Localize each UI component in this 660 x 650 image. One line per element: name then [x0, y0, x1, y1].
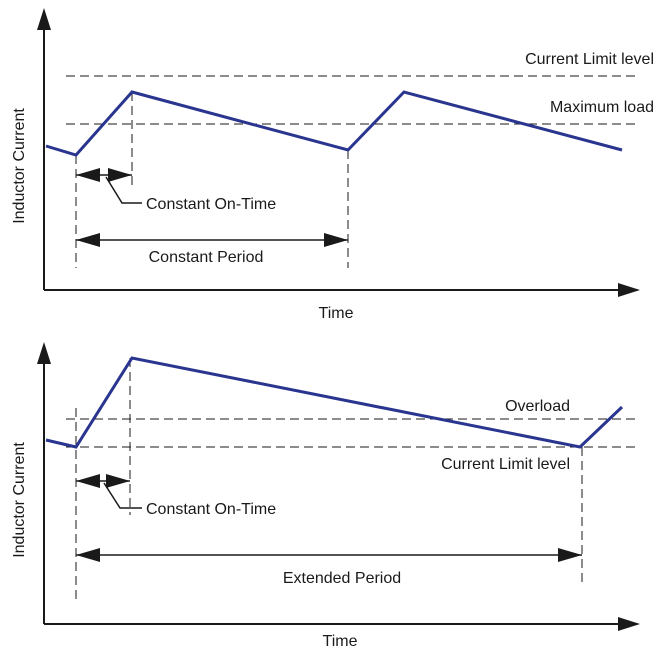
top-on-time-arrow-right	[108, 168, 132, 182]
bottom-on-time-arrow-left	[76, 474, 100, 488]
bottom-x-axis-arrow	[618, 617, 640, 631]
bottom-overload-label: Overload	[505, 398, 570, 415]
top-maximum-load-label: Maximum load	[550, 99, 654, 116]
top-period-arrow-left	[76, 233, 100, 247]
bottom-inductor-waveform	[45, 356, 624, 449]
bottom-on-time-label: Constant On-Time	[146, 501, 276, 518]
bottom-period-arrow-left	[76, 548, 100, 562]
bottom-panel: Constant On-Time Extended Period Overloa…	[11, 342, 640, 650]
top-on-time-arrow-left	[76, 168, 100, 182]
bottom-on-time-leader	[103, 482, 142, 509]
bottom-current-limit-label: Current Limit level	[441, 456, 570, 473]
top-on-time-leader	[105, 176, 142, 204]
top-y-axis-arrow	[37, 8, 51, 30]
top-period-label: Constant Period	[149, 249, 264, 266]
bottom-period-label: Extended Period	[283, 570, 401, 587]
top-x-axis-arrow	[618, 283, 640, 297]
top-on-time-label: Constant On-Time	[146, 196, 276, 213]
top-x-axis-label: Time	[319, 305, 354, 322]
bottom-period-arrow-right	[558, 548, 582, 562]
top-panel: Constant On-Time Constant Period Current…	[11, 8, 654, 322]
top-current-limit-label: Current Limit level	[525, 51, 654, 68]
bottom-y-axis-arrow	[37, 342, 51, 364]
top-period-arrow-right	[324, 233, 348, 247]
bottom-x-axis-label: Time	[323, 633, 358, 650]
top-inductor-waveform	[45, 90, 623, 157]
bottom-on-time-arrow-right	[106, 474, 130, 488]
top-y-axis-label: Inductor Current	[11, 108, 28, 224]
bottom-y-axis-label: Inductor Current	[11, 442, 28, 558]
